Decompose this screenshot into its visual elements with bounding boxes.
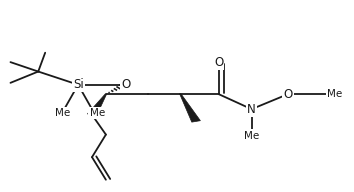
Text: O: O [284, 88, 293, 101]
Text: Me: Me [244, 131, 259, 141]
Text: Si: Si [73, 78, 84, 91]
Text: Me: Me [90, 108, 105, 118]
Text: O: O [121, 78, 130, 91]
Polygon shape [87, 94, 107, 116]
Polygon shape [180, 94, 200, 122]
Text: Me: Me [55, 108, 70, 118]
Text: Me: Me [327, 89, 342, 99]
Text: N: N [247, 103, 256, 116]
Text: O: O [214, 56, 223, 69]
